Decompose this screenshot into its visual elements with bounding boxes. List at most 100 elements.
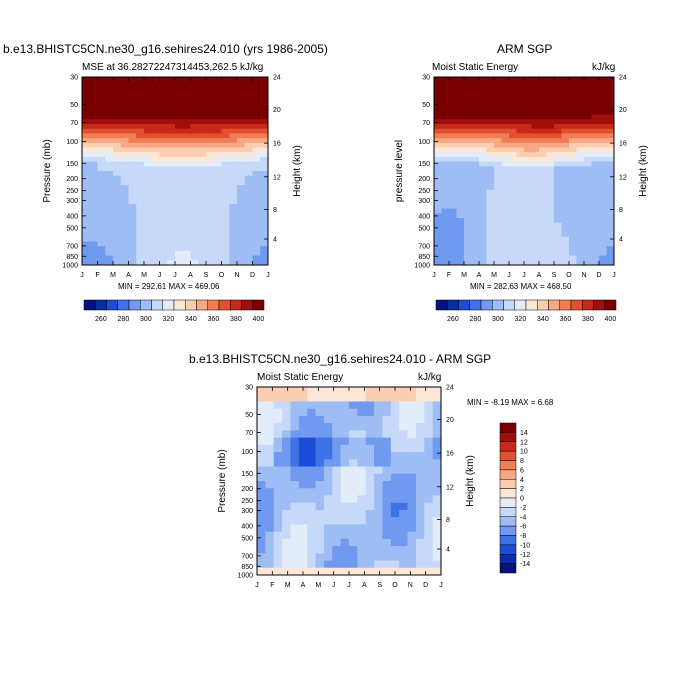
panel1-cell <box>120 114 129 120</box>
panel1-cell <box>167 156 176 162</box>
panel3-cell <box>332 567 342 576</box>
panel2-cell <box>591 91 600 97</box>
panel2-cell <box>584 124 592 130</box>
panel1-cell <box>128 241 137 247</box>
panel2-cell <box>494 255 502 261</box>
panel1-cell <box>97 124 106 130</box>
panel2-cell <box>456 105 465 111</box>
panel3-cell <box>332 437 342 446</box>
panel1-cell <box>213 218 222 224</box>
panel2-cell <box>539 81 547 87</box>
panel2-cell <box>471 105 480 111</box>
panel2-cell <box>524 119 532 125</box>
panel1-cell <box>136 91 145 97</box>
panel2-cell <box>501 208 510 214</box>
panel3-minmax: MIN = -8.19 MAX = 6.68 <box>467 398 554 407</box>
panel1-cell <box>144 236 153 242</box>
panel3-cell <box>265 387 275 395</box>
panel2-cell <box>554 114 562 120</box>
panel1-cell <box>151 166 160 172</box>
panel3-cell <box>399 553 408 561</box>
panel1-cell <box>89 246 98 252</box>
panel3-cell <box>298 415 308 424</box>
panel2-cell <box>434 180 442 186</box>
panel1-cell <box>167 250 176 256</box>
panel2-cell <box>456 208 465 214</box>
panel2-cell <box>464 208 472 214</box>
panel2-cell <box>456 185 465 191</box>
panel2-cell <box>479 189 487 195</box>
panel2-cell <box>599 161 607 167</box>
panel2-y2tick-label: 16 <box>619 141 627 148</box>
panel2-cell <box>606 208 615 214</box>
panel2-cell <box>501 114 510 120</box>
panel1-cell <box>229 156 238 162</box>
panel3-ytick-label: 70 <box>245 430 253 437</box>
panel2-cell <box>464 241 472 247</box>
panel1-cell <box>136 199 145 205</box>
panel1-cell <box>252 255 261 261</box>
panel3-cell <box>365 546 375 554</box>
panel1-cell <box>237 199 246 205</box>
panel3-cell <box>399 481 408 489</box>
panel2-cell <box>486 232 495 238</box>
panel2-cell <box>456 203 465 209</box>
panel3-cell <box>340 509 350 518</box>
panel3-cell <box>399 488 408 496</box>
panel3-cell <box>382 394 392 402</box>
panel1-cell <box>97 218 106 224</box>
panel1-cell <box>144 227 153 233</box>
panel1-cell <box>113 128 122 134</box>
panel3-cell <box>257 553 266 561</box>
panel2-cell <box>516 189 525 195</box>
panel2-cell <box>501 166 510 172</box>
panel2-cell <box>561 241 570 247</box>
panel1-colorbar-label: 260 <box>95 316 107 323</box>
panel1-cell <box>120 156 129 162</box>
panel2-cell <box>599 199 607 205</box>
panel1-cell <box>198 142 207 148</box>
panel1-cell <box>175 222 184 228</box>
panel3-cell <box>374 430 383 439</box>
panel2-cell <box>569 100 577 106</box>
panel3-cell <box>407 538 417 547</box>
panel1-cell <box>97 138 106 144</box>
panel1-cell <box>190 241 199 247</box>
panel3-cell <box>415 444 425 453</box>
panel3-cell <box>432 408 442 417</box>
panel3-cell <box>357 473 367 482</box>
panel2-cell <box>569 260 577 266</box>
panel1-cell <box>97 95 106 101</box>
panel1-cell <box>151 105 160 111</box>
panel3-cell <box>365 459 375 467</box>
panel2-cell <box>569 152 577 158</box>
panel2-cell <box>479 255 487 261</box>
panel3-ytick-label: 400 <box>241 523 253 530</box>
panel3-cell <box>257 387 266 395</box>
panel2-cell <box>539 246 547 252</box>
panel3-colorbar-swatch <box>499 441 517 452</box>
panel2-cell <box>479 91 487 97</box>
panel2-cell <box>531 175 540 181</box>
panel2-cell <box>531 105 540 111</box>
panel3-cell <box>315 430 325 439</box>
panel3-cell <box>399 423 408 431</box>
panel1-cell <box>97 246 106 252</box>
panel1-cell <box>89 156 98 162</box>
panel1-cell <box>136 152 145 158</box>
panel2-cell <box>479 138 487 144</box>
panel1-cell <box>128 142 137 148</box>
panel3-cell <box>307 567 316 576</box>
panel2-cell <box>561 147 570 153</box>
panel1-cell <box>260 119 269 125</box>
panel2-cell <box>516 152 525 158</box>
panel3-cell <box>332 459 342 467</box>
panel3-cell <box>424 546 434 554</box>
panel2-cell <box>569 161 577 167</box>
panel1-cell <box>159 208 168 214</box>
panel2-cell <box>479 100 487 106</box>
panel3-cell <box>382 502 392 511</box>
panel2-cell <box>554 95 562 101</box>
panel2-cell <box>486 95 495 101</box>
panel3-cell <box>257 502 266 511</box>
